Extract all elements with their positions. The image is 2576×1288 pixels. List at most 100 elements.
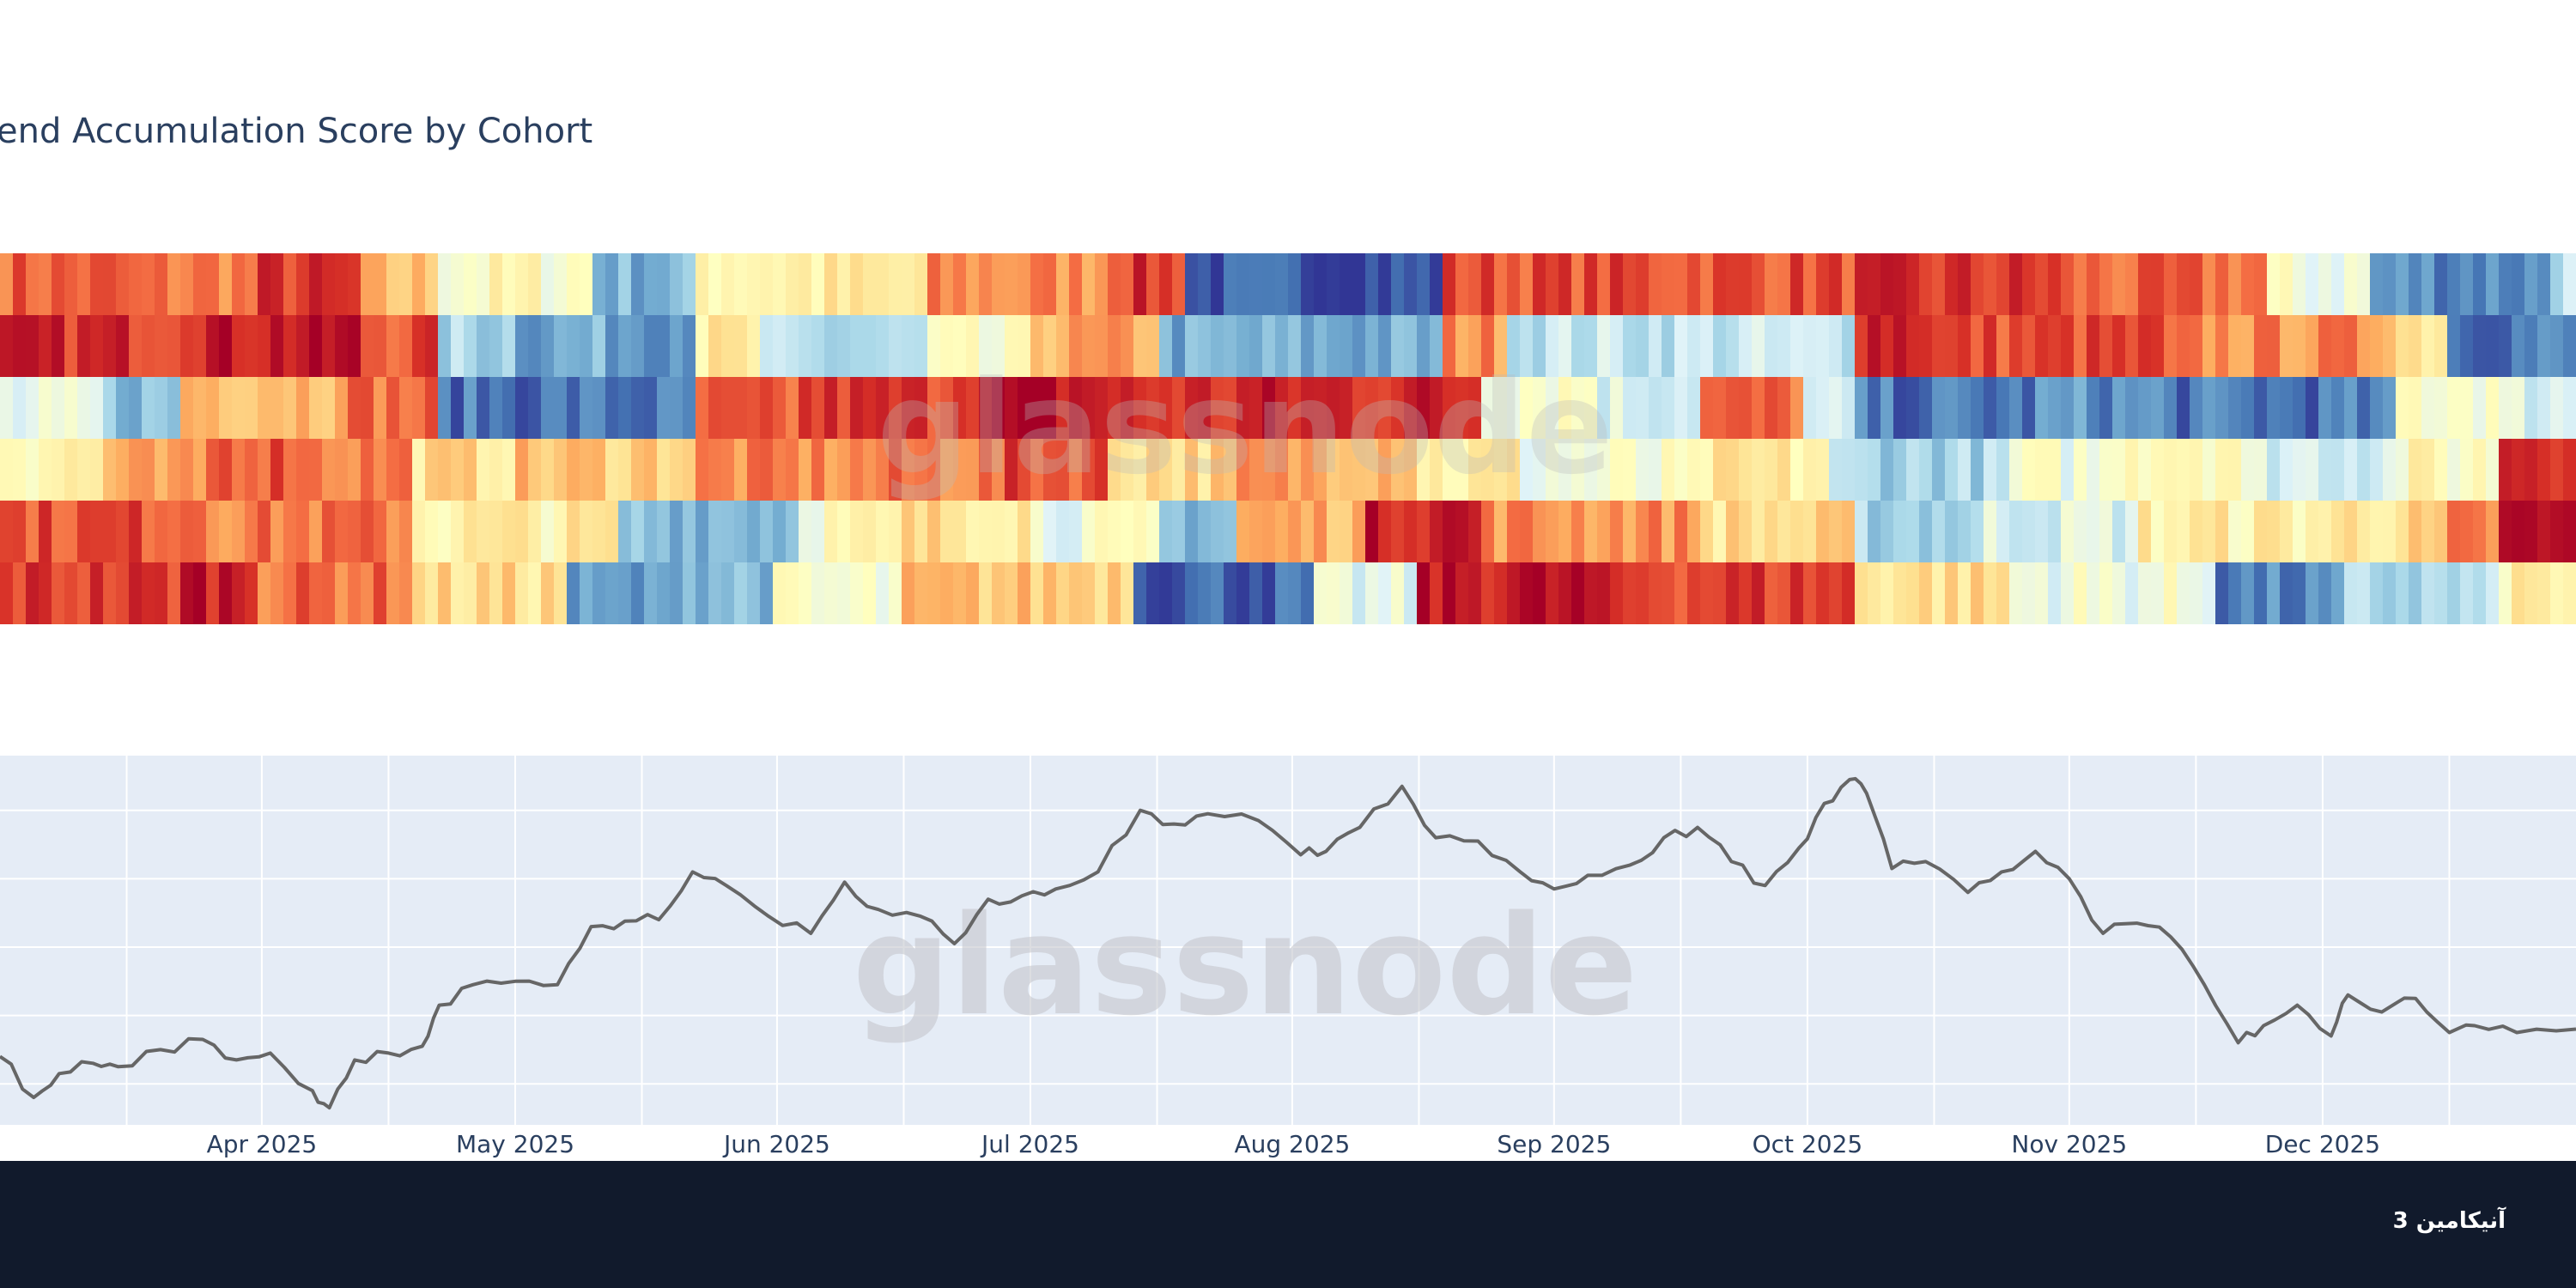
- heatmap-cell: [1430, 377, 1443, 440]
- heatmap-cell: [142, 253, 155, 316]
- heatmap-cell: [2151, 562, 2165, 624]
- heatmap-cell: [270, 562, 284, 624]
- heatmap-cell: [1610, 439, 1624, 501]
- heatmap-cell: [1546, 562, 1559, 624]
- heatmap-cell: [644, 377, 658, 440]
- heatmap-cell: [1546, 377, 1559, 440]
- heatmap-cell: [2254, 315, 2268, 378]
- heatmap-cell: [2421, 253, 2435, 316]
- heatmap-cell: [940, 562, 954, 624]
- heatmap-cell: [0, 253, 14, 316]
- heatmap-cell: [2009, 377, 2023, 440]
- heatmap-cell: [1893, 501, 1907, 563]
- heatmap-cell: [2267, 439, 2281, 501]
- heatmap-cell: [1340, 377, 1353, 440]
- heatmap-cell: [1855, 439, 1868, 501]
- heatmap-cell: [1855, 501, 1868, 563]
- heatmap-cell: [1262, 377, 1276, 440]
- heatmap-cell: [1198, 501, 1212, 563]
- x-tick-labels: Apr 2025 May 2025 Jun 2025 Jul 2025 Aug 2025…: [207, 1130, 2380, 1158]
- heatmap-cell: [2280, 439, 2293, 501]
- heatmap-cell: [811, 315, 825, 378]
- heatmap-cell: [2409, 562, 2422, 624]
- heatmap-cell: [1005, 377, 1018, 440]
- heatmap-cell: [850, 377, 864, 440]
- heatmap-cell: [1752, 377, 1765, 440]
- heatmap-cell: [1726, 501, 1740, 563]
- heatmap-cell: [1352, 501, 1366, 563]
- heatmap-cell: [2473, 501, 2487, 563]
- heatmap-cell: [850, 439, 864, 501]
- heatmap-cell: [103, 315, 117, 378]
- heatmap-cell: [1262, 439, 1276, 501]
- heatmap-cell: [2022, 562, 2036, 624]
- heatmap-cell: [296, 501, 310, 563]
- heatmap-cell: [1739, 315, 1753, 378]
- heatmap-cell: [657, 439, 671, 501]
- heatmap-cell: [1391, 253, 1405, 316]
- heatmap-cell: [142, 501, 155, 563]
- heatmap-cell: [1327, 253, 1340, 316]
- heatmap-cell: [296, 315, 310, 378]
- heatmap-cell: [39, 501, 52, 563]
- heatmap-cell: [438, 439, 452, 501]
- heatmap-cell: [1340, 501, 1353, 563]
- heatmap-cell: [554, 562, 568, 624]
- heatmap-cell: [824, 377, 838, 440]
- heatmap-cell: [1726, 315, 1740, 378]
- heatmap-cell: [1417, 562, 1431, 624]
- heatmap-cell: [1468, 253, 1482, 316]
- heatmap-cells: [0, 253, 2576, 624]
- heatmap-cell: [992, 562, 1005, 624]
- heatmap-cell: [489, 253, 503, 316]
- heatmap-cell: [451, 377, 465, 440]
- heatmap-cell: [52, 253, 65, 316]
- heatmap-cell: [258, 315, 271, 378]
- heatmap-cell: [1752, 562, 1765, 624]
- heatmap-cell: [1468, 562, 1482, 624]
- heatmap-cell: [1790, 253, 1804, 316]
- heatmap-cell: [1803, 501, 1817, 563]
- heatmap-cell: [1971, 377, 1984, 440]
- heatmap-cell: [953, 253, 967, 316]
- heatmap-cell: [979, 315, 993, 378]
- heatmap-cell: [696, 253, 709, 316]
- heatmap-cell: [811, 562, 825, 624]
- heatmap-cell: [1932, 439, 1946, 501]
- heatmap-cell: [1018, 315, 1031, 378]
- heatmap-cell: [232, 439, 246, 501]
- heatmap-cell: [1108, 501, 1121, 563]
- heatmap-cell: [2202, 562, 2216, 624]
- heatmap-cell: [1932, 253, 1946, 316]
- heatmap-cell: [2061, 253, 2075, 316]
- heatmap-cell: [270, 439, 284, 501]
- heatmap-cell: [39, 315, 52, 378]
- heatmap-cell: [1275, 253, 1289, 316]
- heatmap-cell: [1919, 562, 1933, 624]
- heatmap-cell: [489, 315, 503, 378]
- heatmap-cell: [670, 501, 683, 563]
- heatmap-cell: [799, 315, 812, 378]
- heatmap-cell: [1417, 315, 1431, 378]
- heatmap-cell: [26, 501, 39, 563]
- heatmap-cell: [1082, 501, 1096, 563]
- heatmap-cell: [1803, 315, 1817, 378]
- heatmap-cell: [180, 501, 194, 563]
- heatmap-cell: [219, 253, 233, 316]
- heatmap-cell: [1391, 377, 1405, 440]
- heatmap-cell: [502, 377, 516, 440]
- heatmap-cell: [2267, 315, 2281, 378]
- heatmap-cell: [1030, 253, 1044, 316]
- heatmap-cell: [2409, 377, 2422, 440]
- heatmap-cell: [708, 377, 722, 440]
- heatmap-cell: [1687, 501, 1701, 563]
- heatmap-cell: [1069, 377, 1083, 440]
- heatmap-cell: [1700, 377, 1714, 440]
- heatmap-cell: [1133, 501, 1147, 563]
- heatmap-cell: [1726, 377, 1740, 440]
- heatmap-cell: [129, 562, 143, 624]
- heatmap-cell: [528, 253, 542, 316]
- heatmap-cell: [644, 439, 658, 501]
- heatmap-cell: [1288, 439, 1302, 501]
- heatmap-cell: [811, 253, 825, 316]
